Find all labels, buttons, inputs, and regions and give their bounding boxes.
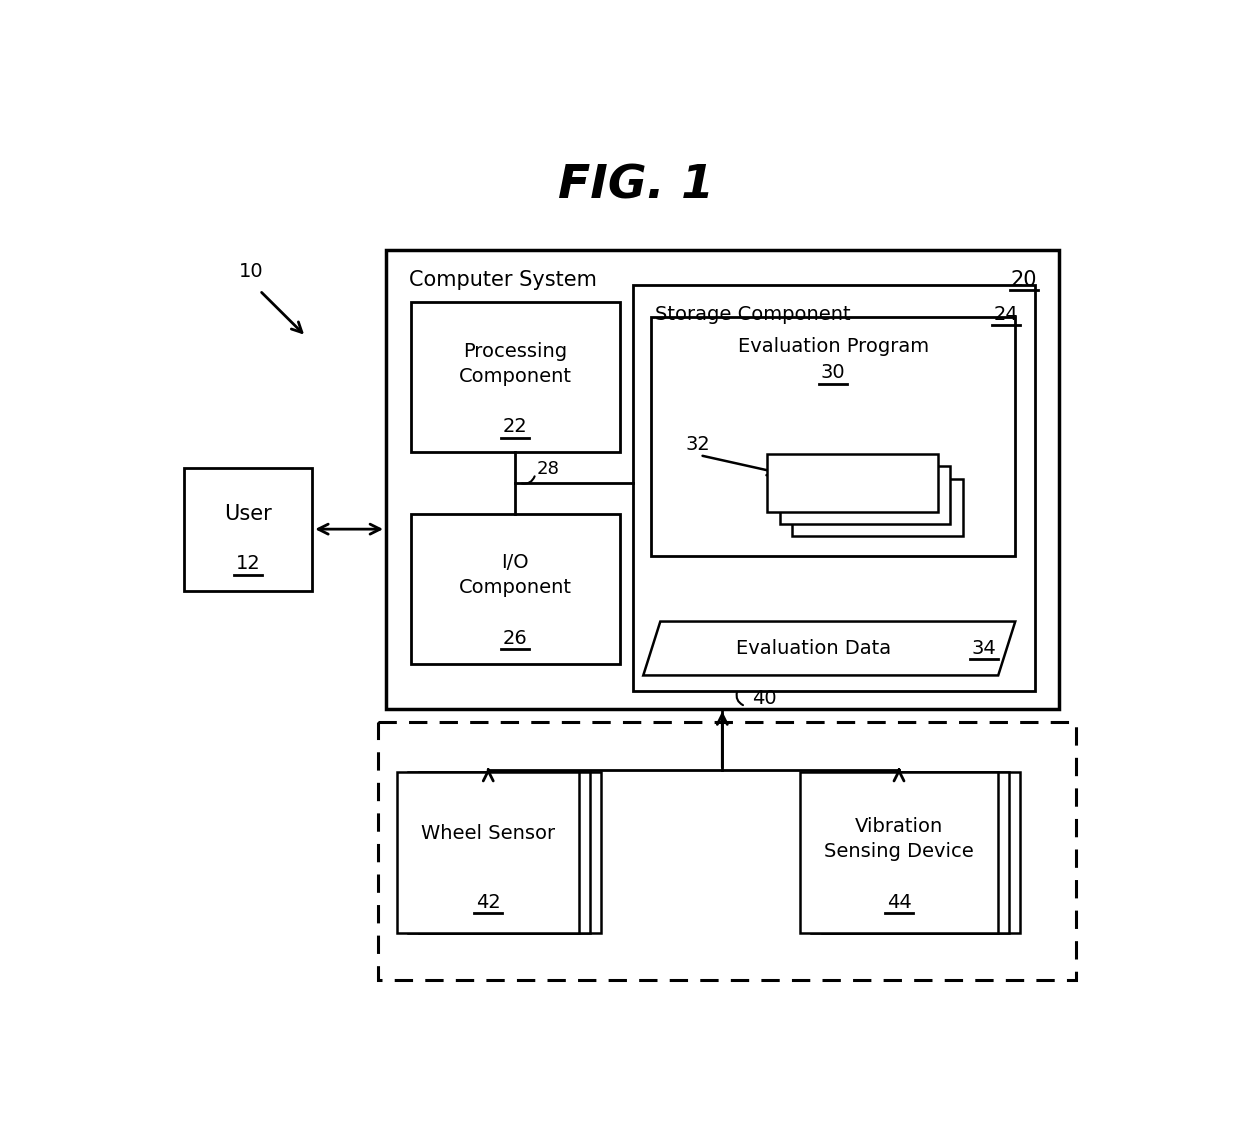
Bar: [386, 250, 1059, 708]
Text: 34: 34: [972, 639, 997, 658]
Text: Evaluation Program: Evaluation Program: [738, 338, 929, 356]
Text: 20: 20: [1011, 269, 1037, 290]
Text: 40: 40: [751, 689, 776, 708]
Text: FIG. 1: FIG. 1: [558, 164, 713, 209]
Bar: [634, 285, 1035, 691]
Bar: [410, 302, 620, 453]
Text: 10: 10: [238, 262, 263, 281]
Text: Wheel Sensor: Wheel Sensor: [422, 824, 556, 843]
Text: 12: 12: [236, 555, 260, 573]
Text: Computer System: Computer System: [409, 269, 598, 290]
Text: 30: 30: [821, 364, 846, 382]
Text: Storage Component: Storage Component: [655, 305, 851, 324]
Bar: [780, 466, 950, 524]
Bar: [419, 772, 601, 933]
Bar: [800, 772, 998, 933]
Text: 42: 42: [476, 893, 501, 912]
Text: Processing
Component: Processing Component: [459, 341, 572, 385]
Text: User: User: [224, 504, 273, 524]
Text: 24: 24: [993, 305, 1018, 324]
Text: 44: 44: [887, 893, 911, 912]
Bar: [822, 772, 1019, 933]
Bar: [811, 772, 1008, 933]
Polygon shape: [644, 622, 1016, 675]
Text: 26: 26: [503, 629, 528, 648]
Text: Evaluation Data: Evaluation Data: [737, 639, 892, 658]
Bar: [408, 772, 590, 933]
Bar: [185, 467, 312, 591]
Bar: [397, 772, 579, 933]
Bar: [768, 454, 937, 512]
Bar: [651, 317, 1016, 556]
Bar: [792, 479, 962, 537]
Bar: [378, 722, 1076, 980]
Text: 22: 22: [503, 417, 528, 437]
Bar: [410, 514, 620, 664]
Text: Vibration
Sensing Device: Vibration Sensing Device: [825, 816, 973, 861]
Text: 32: 32: [686, 435, 711, 454]
Text: I/O
Component: I/O Component: [459, 554, 572, 597]
Text: 28: 28: [537, 460, 560, 478]
